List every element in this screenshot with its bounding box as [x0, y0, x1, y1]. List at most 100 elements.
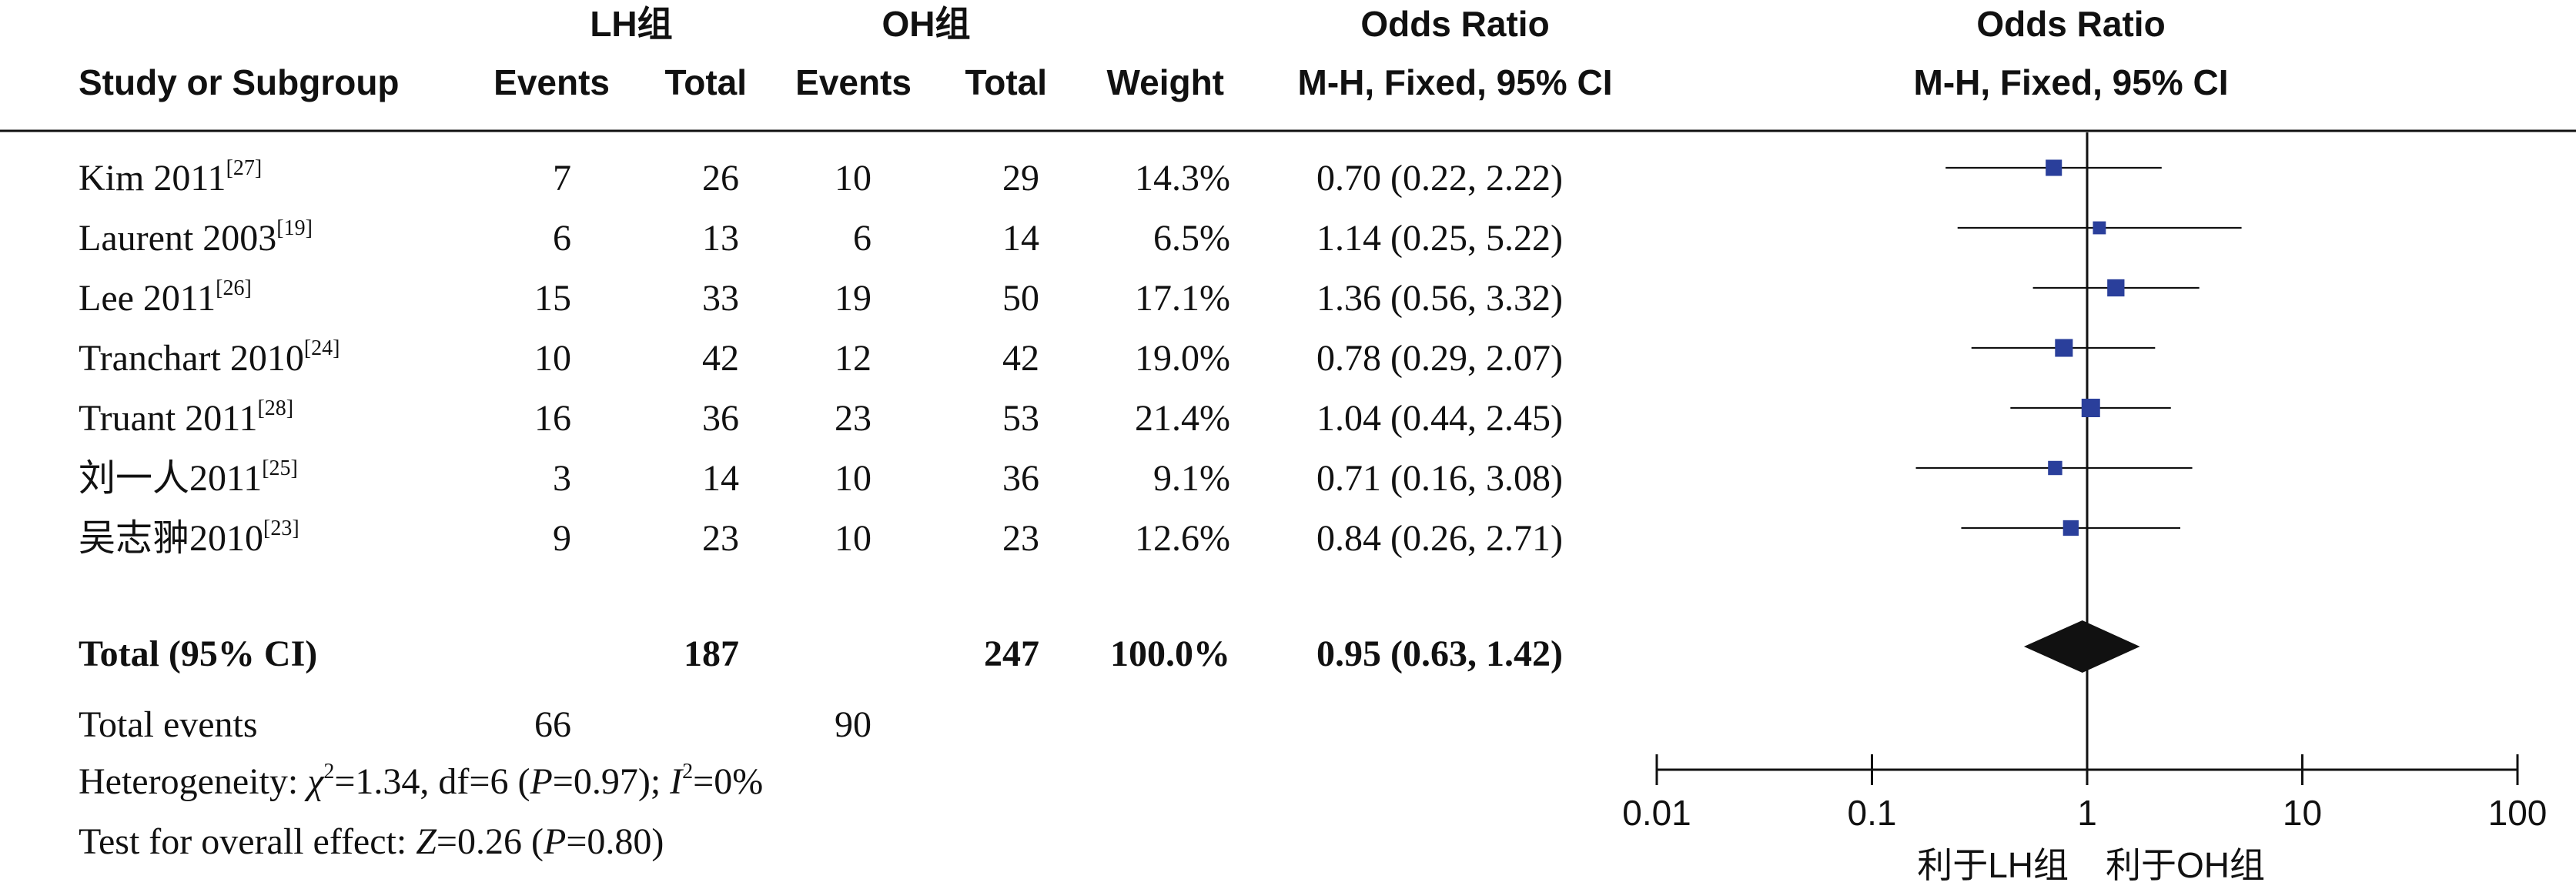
group1-header: LH组 — [590, 4, 673, 44]
study-events-2: 23 — [835, 398, 871, 439]
study-events-2: 6 — [853, 218, 871, 259]
or-column-title: Odds Ratio — [1360, 4, 1550, 44]
study-name: Lee 2011[26] — [79, 278, 252, 319]
plot-title: Odds Ratio — [1976, 4, 2166, 44]
overall-effect-text: Test for overall effect: Z=0.26 (P=0.80) — [79, 824, 664, 861]
study-total-2: 14 — [1002, 218, 1039, 259]
study-point-square — [2081, 399, 2100, 417]
overall-z-value: =0.26 ( — [436, 821, 544, 862]
study-ci: 1.04 (0.44, 2.45) — [1316, 398, 1563, 439]
het-p-value: =0.97); — [552, 761, 671, 802]
study-events-1: 3 — [553, 458, 571, 499]
study-label: Lee 2011 — [79, 278, 216, 319]
study-events-2: 19 — [835, 278, 871, 319]
total-events-label: Total events — [79, 704, 258, 745]
method-header: M-H, Fixed, 95% CI — [1297, 62, 1613, 102]
study-ref: [19] — [276, 216, 313, 240]
study-events-2: 10 — [835, 458, 871, 499]
study-name: Laurent 2003[19] — [79, 218, 313, 259]
study-ref: [25] — [262, 456, 298, 480]
study-label: Tranchart 2010 — [79, 338, 304, 379]
study-events-2: 10 — [835, 158, 871, 199]
study-total-2: 29 — [1002, 158, 1039, 199]
study-name: 刘一人2011[25] — [79, 458, 298, 499]
study-name: 吴志翀2010[23] — [79, 518, 299, 559]
study-events-2: 12 — [835, 338, 871, 379]
study-total-2: 53 — [1002, 398, 1039, 439]
study-weight: 6.5% — [1153, 218, 1230, 259]
study-point-square — [2107, 279, 2125, 297]
group2-header: OH组 — [882, 4, 971, 44]
study-total-1: 13 — [702, 218, 739, 259]
study-point-square — [2093, 221, 2106, 235]
study-ci: 0.84 (0.26, 2.71) — [1316, 518, 1563, 559]
total2-header: Total — [965, 62, 1047, 102]
study-events-1: 6 — [553, 218, 571, 259]
het-i-value: =0% — [693, 761, 764, 802]
favours-right-label: 利于OH组 — [2106, 845, 2265, 885]
total-ci: 0.95 (0.63, 1.42) — [1316, 633, 1563, 674]
total-label: Total (95% CI) — [79, 633, 318, 674]
study-total-1: 14 — [702, 458, 739, 499]
study-total-1: 42 — [702, 338, 739, 379]
plot-method-header: M-H, Fixed, 95% CI — [1913, 62, 2229, 102]
study-total-1: 36 — [702, 398, 739, 439]
study-name: Tranchart 2010[24] — [79, 338, 340, 379]
weight-header: Weight — [1106, 62, 1224, 102]
study-weight: 19.0% — [1135, 338, 1230, 379]
total1-header: Total — [664, 62, 747, 102]
study-events-1: 15 — [534, 278, 571, 319]
overall-p-value: =0.80) — [566, 821, 664, 862]
events2-header: Events — [795, 62, 912, 102]
x-axis-tick-label: 0.1 — [1848, 793, 1897, 833]
study-total-2: 36 — [1002, 458, 1039, 499]
study-ci: 1.36 (0.56, 3.32) — [1316, 278, 1563, 319]
study-total-2: 42 — [1002, 338, 1039, 379]
study-ci: 1.14 (0.25, 5.22) — [1316, 218, 1563, 259]
study-ref: [23] — [263, 516, 299, 540]
study-point-square — [2055, 339, 2073, 357]
study-total-1: 33 — [702, 278, 739, 319]
study-label: Laurent 2003 — [79, 218, 277, 259]
study-events-1: 16 — [534, 398, 571, 439]
study-label: Kim 2011 — [79, 158, 226, 199]
x-axis-tick-label: 10 — [2283, 793, 2322, 833]
het-p-symbol: P — [530, 761, 553, 802]
study-column-header: Study or Subgroup — [79, 62, 400, 102]
study-weight: 21.4% — [1135, 398, 1230, 439]
total-events-2: 90 — [835, 704, 871, 745]
overall-prefix: Test for overall effect: — [79, 821, 417, 862]
study-weight: 14.3% — [1135, 158, 1230, 199]
study-label: 刘一人2011 — [79, 458, 263, 499]
total-effect-diamond — [2023, 620, 2140, 673]
study-label: Truant 2011 — [79, 398, 258, 439]
study-events-1: 9 — [553, 518, 571, 559]
study-events-2: 10 — [835, 518, 871, 559]
overall-p-symbol: P — [543, 821, 567, 862]
study-point-square — [2048, 460, 2062, 476]
total-n2: 247 — [984, 633, 1039, 674]
study-total-1: 26 — [702, 158, 739, 199]
favours-left-label: 利于LH组 — [1917, 845, 2069, 885]
total-events-1: 66 — [534, 704, 571, 745]
study-events-1: 10 — [534, 338, 571, 379]
total-weight: 100.0% — [1110, 633, 1230, 674]
study-ci: 0.78 (0.29, 2.07) — [1316, 338, 1563, 379]
study-point-square — [2062, 520, 2079, 536]
study-ref: [27] — [226, 156, 263, 180]
study-ci: 0.71 (0.16, 3.08) — [1316, 458, 1563, 499]
study-ref: [26] — [216, 276, 252, 300]
heterogeneity-text: Heterogeneity: χ2=1.34, df=6 (P=0.97); I… — [79, 760, 764, 802]
het-chi-symbol: χ — [307, 761, 324, 802]
study-total-2: 23 — [1002, 518, 1039, 559]
study-ref: [28] — [257, 396, 294, 420]
study-ref: [24] — [303, 336, 340, 360]
study-total-2: 50 — [1002, 278, 1039, 319]
study-name: Truant 2011[28] — [79, 398, 293, 439]
x-axis-tick-label: 1 — [2077, 793, 2097, 833]
study-label: 吴志翀2010 — [79, 518, 264, 559]
study-total-1: 23 — [702, 518, 739, 559]
study-events-1: 7 — [553, 158, 571, 199]
